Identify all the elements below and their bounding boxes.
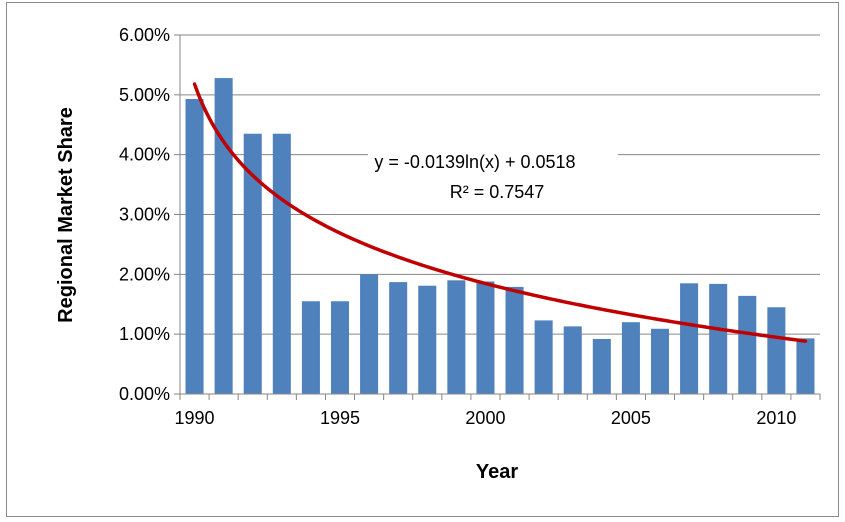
bar [621,322,640,394]
x-tick-label: 2000 [465,408,505,428]
x-axis-title: Year [476,461,518,483]
bar [360,274,379,394]
y-tick-label: 6.00% [119,25,170,45]
bar [738,295,757,394]
trendline-layer [192,82,808,343]
trendline-r-squared: R² = 0.7547 [450,182,545,202]
bar [301,301,320,394]
bar [680,283,699,394]
bar [330,301,350,394]
x-tick-label: 2010 [756,408,796,428]
tick-labels: 0.00% 1.00% 2.00% 3.00% 4.00% 5.00% 6.00% 1990 1… [119,25,796,428]
bar [214,78,233,394]
bar [650,328,670,394]
equation-background [368,148,618,208]
x-tick-label: 1995 [320,408,360,428]
y-tick-label: 0.00% [119,384,170,404]
bar [534,320,553,394]
y-tick-label: 5.00% [119,85,170,105]
bar [796,338,815,394]
y-tick-label: 3.00% [119,205,170,225]
bar [243,133,262,394]
bar [709,283,728,394]
chart-area [6,2,839,517]
y-tick-label: 1.00% [119,324,170,344]
bar [476,281,495,394]
bar [563,326,582,394]
bar [389,282,408,394]
y-axis-title: Regional Market Share [55,107,77,323]
y-tick-label: 2.00% [119,264,170,284]
axes [174,34,821,400]
bar-series [185,78,815,394]
bar [272,133,291,394]
y-tick-label: 4.00% [119,145,170,165]
x-tick-label: 2005 [611,408,651,428]
bar [767,307,786,394]
bar [505,286,524,394]
bar [592,338,611,394]
bar [185,99,204,394]
trendline-equation: y = -0.0139ln(x) + 0.0518 [374,152,575,172]
trendline [192,82,808,343]
x-tick-label: 1990 [175,408,215,428]
bar [447,280,466,394]
bar [418,285,437,394]
